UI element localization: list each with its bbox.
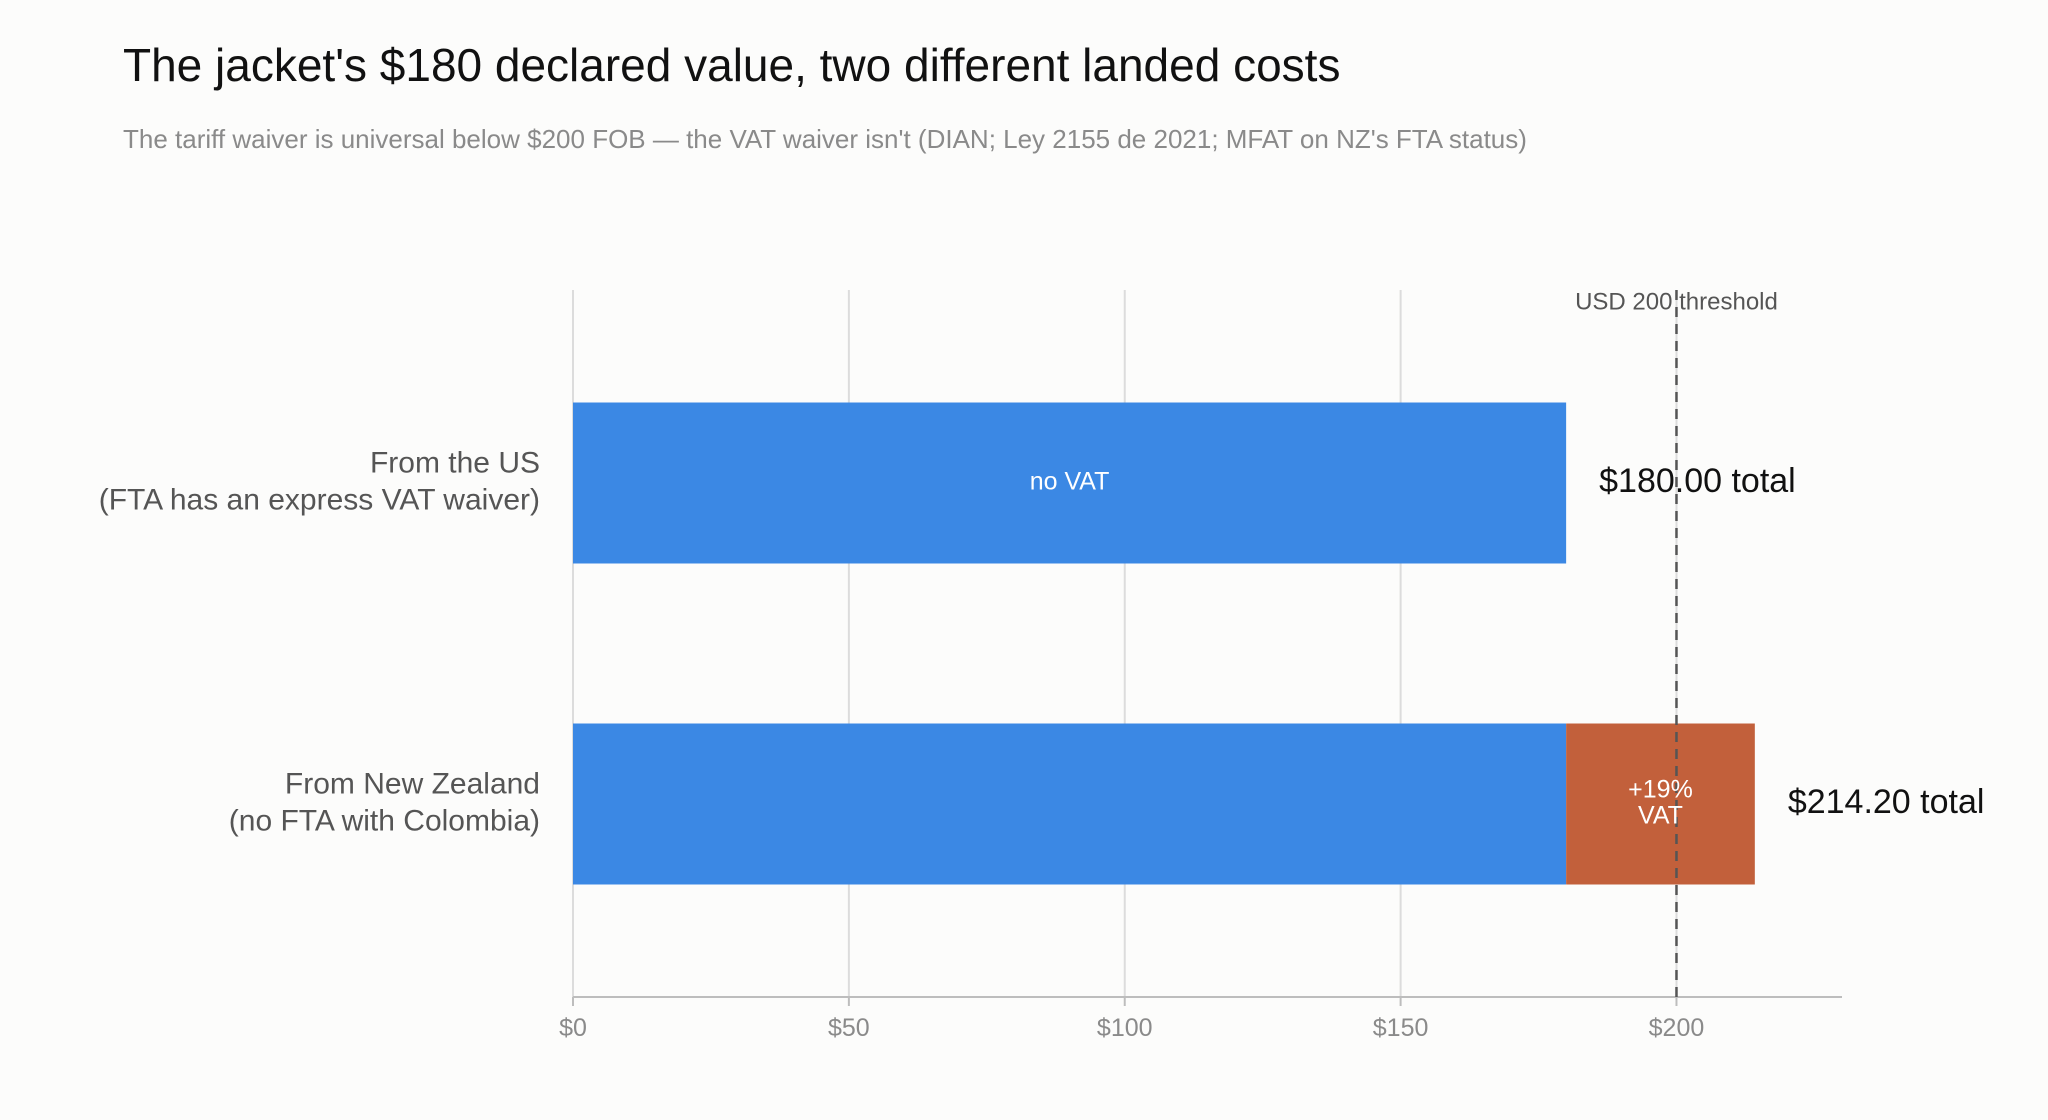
x-tick-label: $150 xyxy=(1373,1014,1429,1042)
bar-layer xyxy=(573,402,1755,885)
x-tick-label: $200 xyxy=(1649,1014,1705,1042)
x-tick-label: $0 xyxy=(559,1014,587,1042)
bar-total-label: $180.00 total xyxy=(1599,462,1796,500)
bar-segment-vat xyxy=(1566,723,1755,885)
category-label: From New Zealand (no FTA with Colombia) xyxy=(229,767,540,837)
bar-segment-label: no VAT xyxy=(1030,468,1110,496)
category-label: From the US (FTA has an express VAT waive… xyxy=(99,446,540,516)
bar-total-label: $214.20 total xyxy=(1788,783,1985,821)
chart-subtitle: The tariff waiver is universal below $20… xyxy=(123,124,1527,154)
chart-title: The jacket's $180 declared value, two di… xyxy=(123,39,1341,91)
bar-segment-base xyxy=(573,723,1567,885)
grid-layer xyxy=(572,290,1842,1006)
bar-segment-label: +19% VAT xyxy=(1628,776,1693,830)
bar-segment-base xyxy=(573,402,1567,564)
threshold-label: USD 200 threshold xyxy=(1575,288,1778,315)
label-layer: $0 $50 $100 $150 $200 no VAT $180.00 total From… xyxy=(99,288,1985,1042)
x-tick-label: $100 xyxy=(1097,1014,1153,1042)
x-tick-label: $50 xyxy=(828,1014,870,1042)
